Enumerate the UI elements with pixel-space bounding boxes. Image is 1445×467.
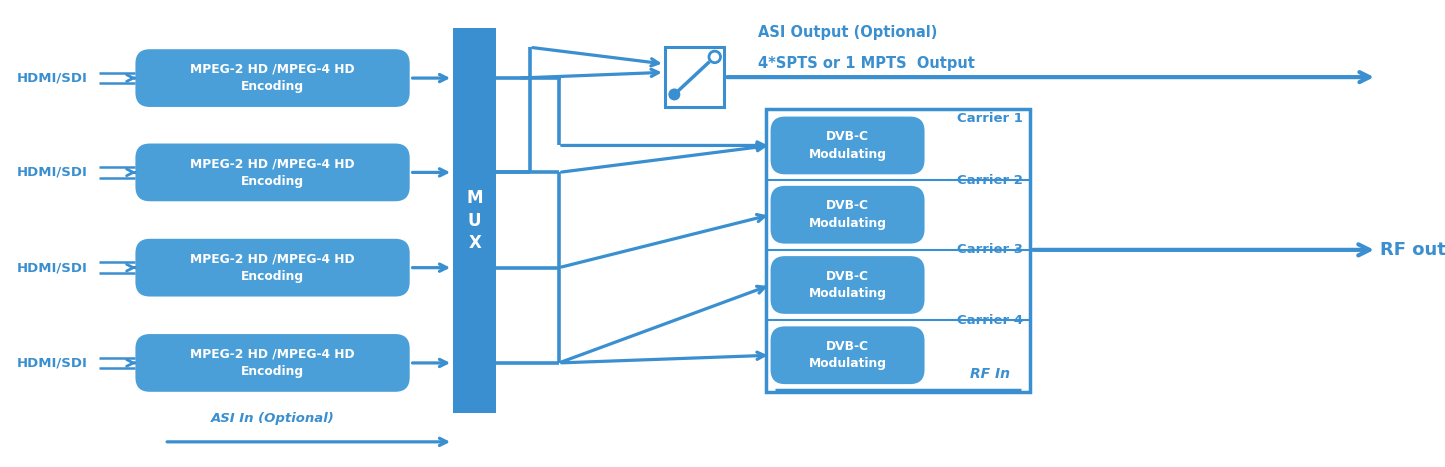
Text: DVB-C
Modulating: DVB-C Modulating — [809, 270, 887, 300]
FancyBboxPatch shape — [136, 334, 410, 392]
Text: DVB-C
Modulating: DVB-C Modulating — [809, 340, 887, 370]
FancyBboxPatch shape — [770, 186, 925, 244]
Text: 4*SPTS or 1 MPTS  Output: 4*SPTS or 1 MPTS Output — [759, 56, 975, 71]
Text: Carrier 3: Carrier 3 — [957, 243, 1023, 256]
Text: MPEG-2 HD /MPEG-4 HD
Encoding: MPEG-2 HD /MPEG-4 HD Encoding — [191, 252, 355, 283]
Text: RF out: RF out — [1380, 241, 1445, 259]
Text: HDMI/SDI: HDMI/SDI — [16, 356, 87, 369]
Text: MPEG-2 HD /MPEG-4 HD
Encoding: MPEG-2 HD /MPEG-4 HD Encoding — [191, 348, 355, 378]
Text: Carrier 2: Carrier 2 — [957, 174, 1023, 187]
Text: ASI Output (Optional): ASI Output (Optional) — [759, 25, 938, 40]
Circle shape — [709, 51, 721, 63]
Text: M
U
X: M U X — [467, 189, 483, 252]
Text: ASI In (Optional): ASI In (Optional) — [211, 412, 334, 425]
Bar — [452, 28, 496, 413]
Text: RF In: RF In — [970, 368, 1010, 382]
Circle shape — [669, 89, 679, 100]
Text: HDMI/SDI: HDMI/SDI — [16, 261, 87, 274]
Text: MPEG-2 HD /MPEG-4 HD
Encoding: MPEG-2 HD /MPEG-4 HD Encoding — [191, 157, 355, 188]
FancyBboxPatch shape — [770, 117, 925, 174]
Bar — [766, 109, 1030, 392]
Text: Carrier 1: Carrier 1 — [957, 112, 1023, 125]
Text: DVB-C
Modulating: DVB-C Modulating — [809, 130, 887, 161]
Text: HDMI/SDI: HDMI/SDI — [16, 166, 87, 179]
FancyBboxPatch shape — [136, 239, 410, 297]
Text: Carrier 4: Carrier 4 — [957, 314, 1023, 326]
FancyBboxPatch shape — [136, 49, 410, 107]
Bar — [665, 47, 724, 107]
FancyBboxPatch shape — [770, 326, 925, 384]
FancyBboxPatch shape — [770, 256, 925, 314]
Text: HDMI/SDI: HDMI/SDI — [16, 71, 87, 85]
Text: MPEG-2 HD /MPEG-4 HD
Encoding: MPEG-2 HD /MPEG-4 HD Encoding — [191, 63, 355, 93]
FancyBboxPatch shape — [136, 143, 410, 201]
Text: DVB-C
Modulating: DVB-C Modulating — [809, 199, 887, 230]
